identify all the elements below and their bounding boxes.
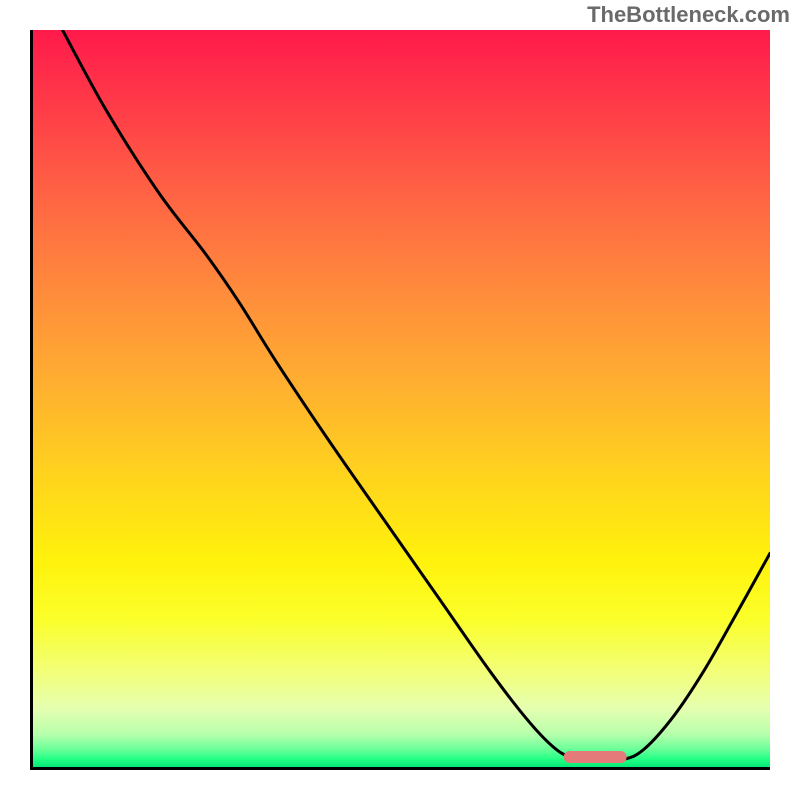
watermark-text: TheBottleneck.com — [587, 2, 790, 28]
optimal-range-marker — [564, 751, 627, 763]
plot-area — [30, 30, 770, 770]
chart-container: TheBottleneck.com — [0, 0, 800, 800]
bottleneck-curve — [33, 30, 770, 767]
